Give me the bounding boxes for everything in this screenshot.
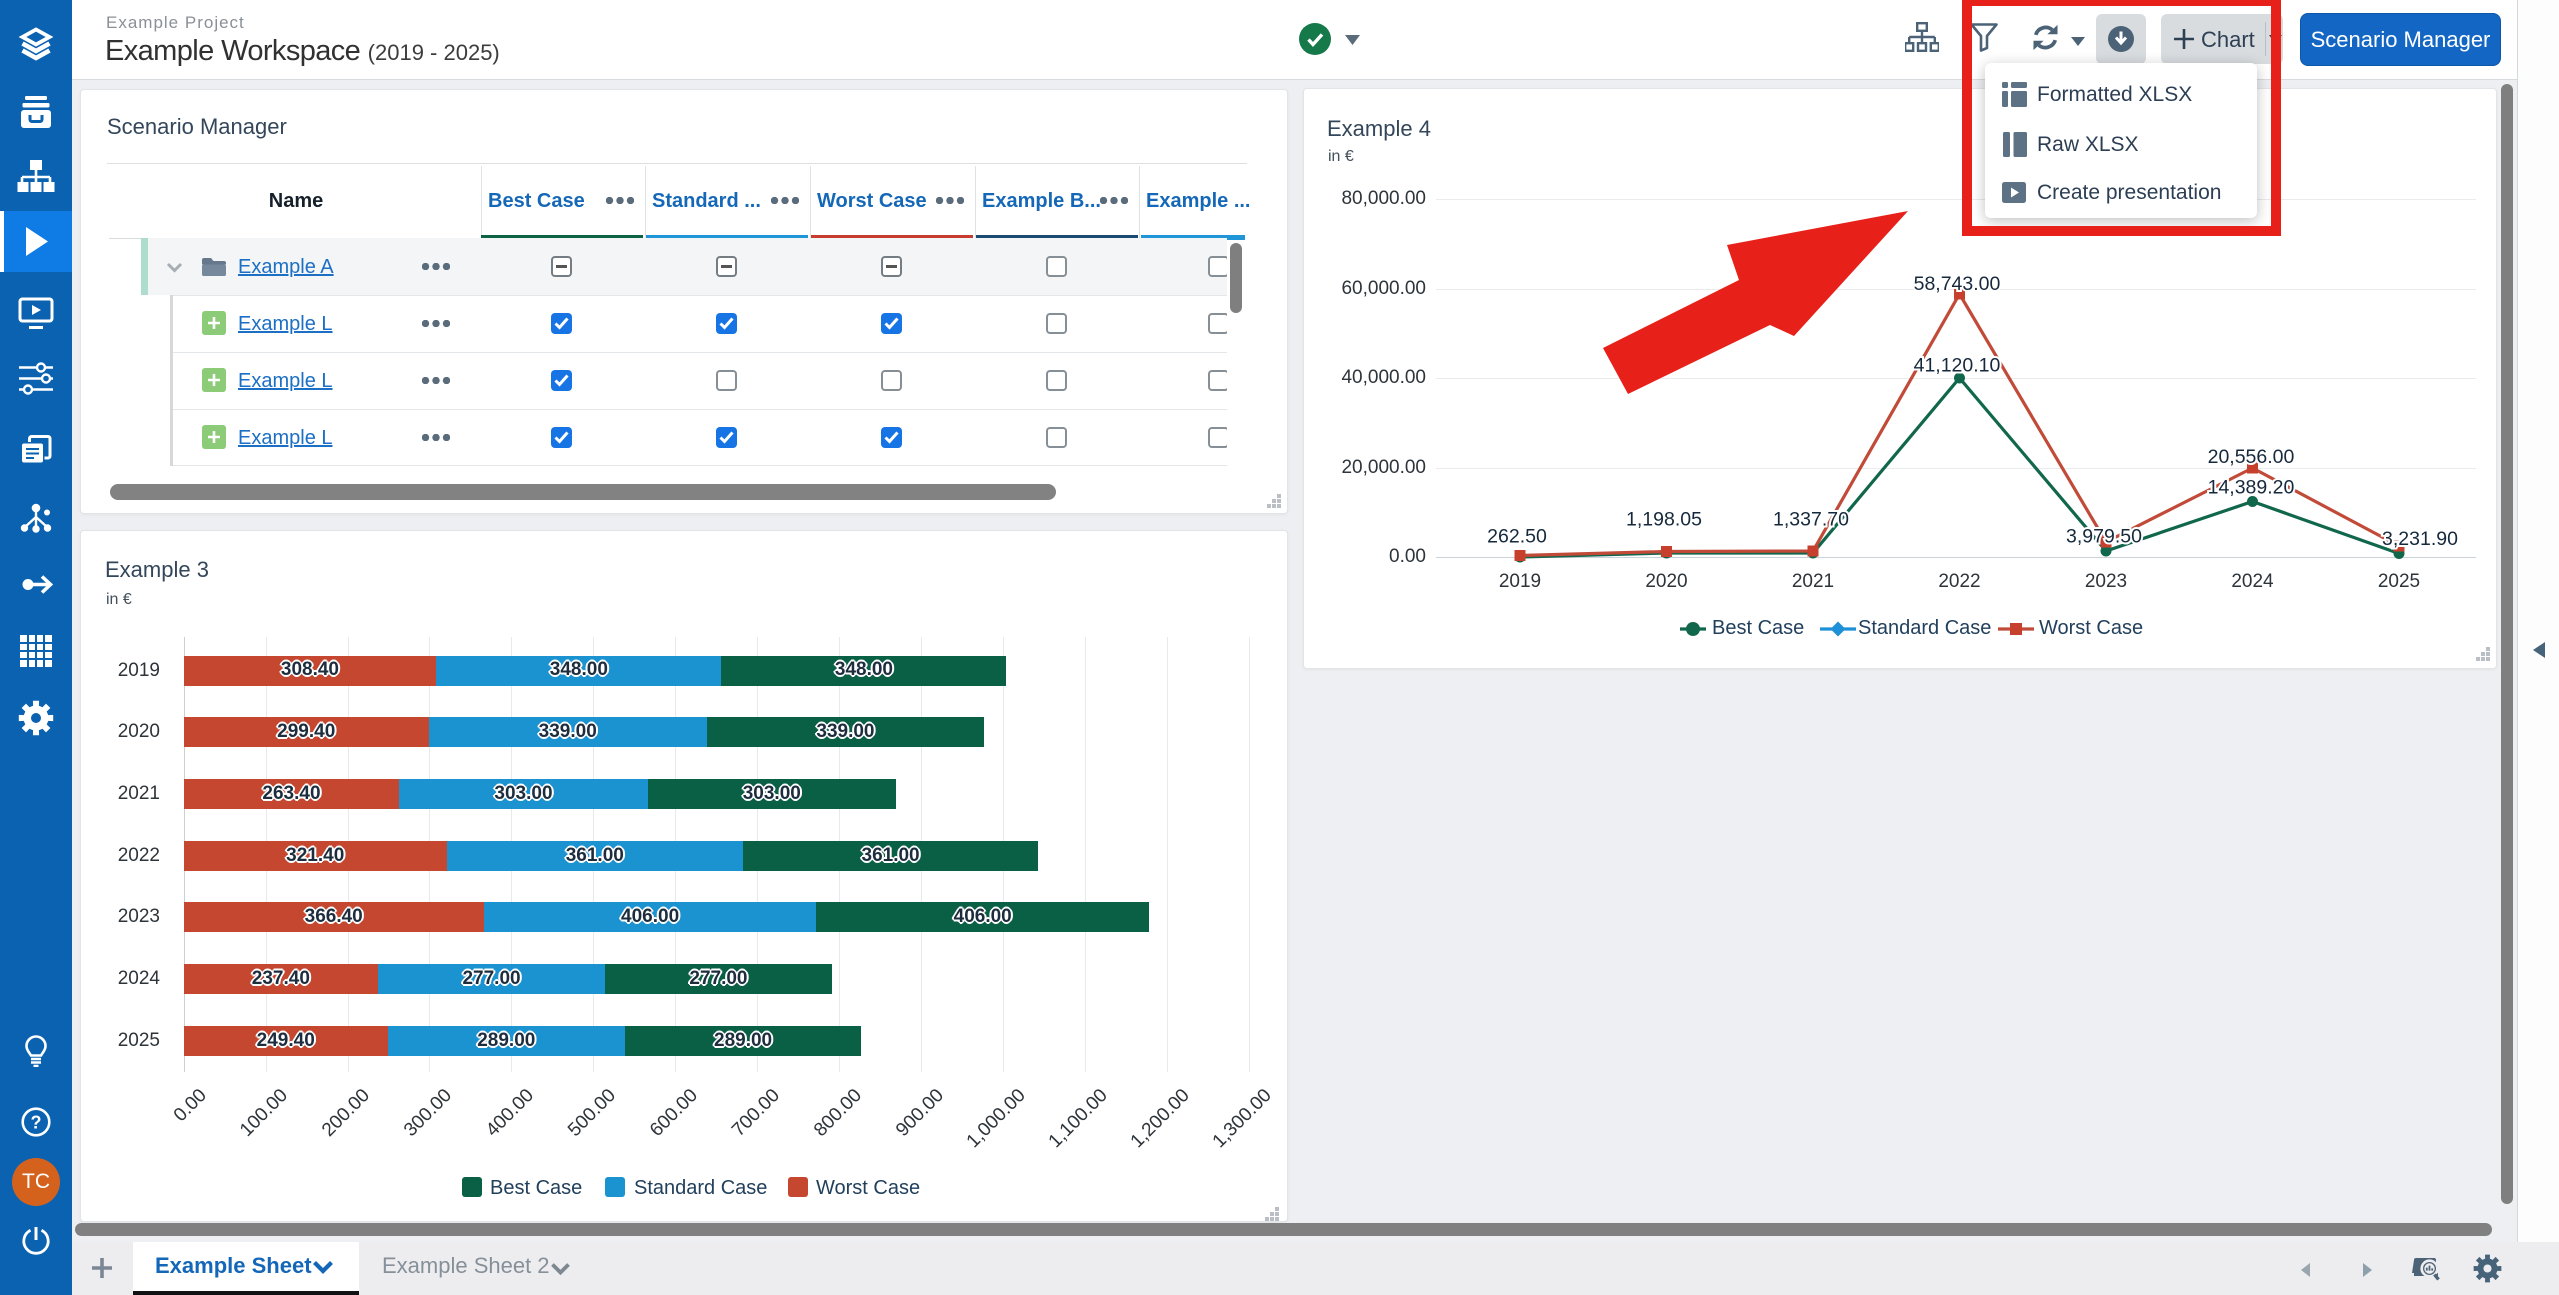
svg-text:14,389.20: 14,389.20 bbox=[2208, 477, 2295, 499]
svg-text:1,198.05: 1,198.05 bbox=[1626, 509, 1702, 531]
svg-text:1,337.70: 1,337.70 bbox=[1773, 509, 1849, 531]
svg-text:?: ? bbox=[31, 1113, 42, 1133]
svg-text:58,743.00: 58,743.00 bbox=[1914, 273, 2001, 295]
svg-text:20,556.00: 20,556.00 bbox=[2208, 446, 2295, 468]
svg-text:3,979.50: 3,979.50 bbox=[2066, 526, 2142, 548]
svg-text:262.50: 262.50 bbox=[1487, 526, 1547, 548]
svg-text:41,120.10: 41,120.10 bbox=[1914, 355, 2001, 377]
svg-text:3,231.90: 3,231.90 bbox=[2382, 528, 2458, 550]
